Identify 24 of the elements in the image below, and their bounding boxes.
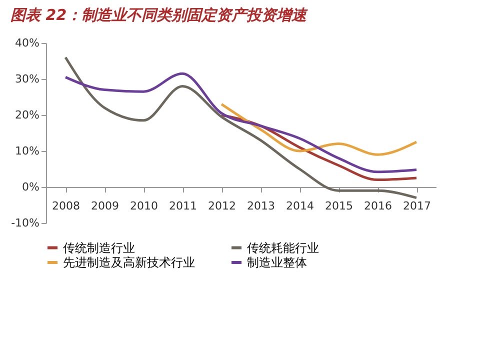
x-tick-label: 2013	[247, 200, 275, 212]
y-tick-label: 0%	[22, 180, 40, 194]
x-tick-label: 2008	[52, 200, 80, 212]
x-tick-label: 2015	[325, 200, 353, 212]
y-tick-label: 40%	[15, 36, 40, 50]
x-tick-label: 2017	[403, 200, 431, 212]
x-tick-label: 2010	[130, 200, 158, 212]
y-tick-label: -10%	[11, 216, 40, 230]
x-tick-label: 2012	[208, 200, 236, 212]
x-tick-label: 2011	[169, 200, 197, 212]
legend-label: 先进制造及高新技术行业	[63, 256, 195, 270]
legend-label: 传统制造行业	[63, 240, 135, 255]
y-tick-label: 20%	[15, 108, 40, 122]
line-series	[64, 56, 418, 200]
x-tick-label: 2014	[286, 200, 314, 212]
y-tick-label: 10%	[15, 144, 40, 158]
line-series	[64, 72, 418, 174]
y-tick-label: 30%	[15, 72, 40, 86]
legend-label: 制造业整体	[247, 256, 307, 270]
chart-title: 图表 22：制造业不同类别固定资产投资增速	[10, 6, 309, 24]
legend-label: 传统耗能行业	[247, 240, 319, 255]
line-series	[220, 102, 418, 156]
x-tick-label: 2009	[91, 200, 119, 212]
x-tick-label: 2016	[364, 200, 392, 212]
